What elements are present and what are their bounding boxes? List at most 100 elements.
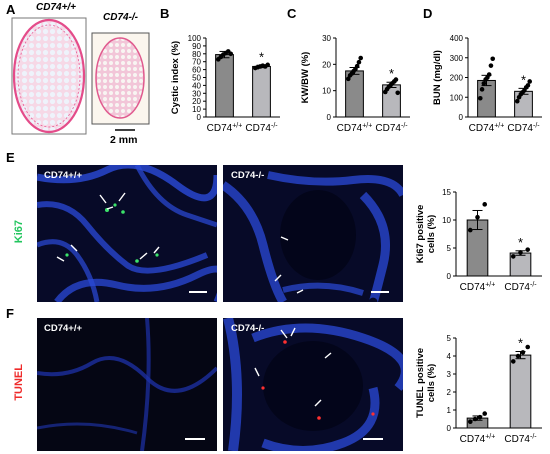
panel-letter-c: C [287, 6, 297, 21]
data-point [395, 90, 401, 96]
y-tick-label: 0 [447, 424, 452, 433]
y-tick-label: 50 [192, 74, 201, 83]
y-tick-label: 0 [327, 113, 332, 122]
significance-star: * [389, 66, 394, 81]
data-point [228, 51, 234, 57]
data-point [481, 81, 487, 86]
data-point [510, 254, 516, 259]
x-tick-label: CD74-/- [375, 123, 408, 135]
data-point [358, 55, 364, 61]
y-tick-label: 80 [192, 50, 201, 59]
scale-bar-label: 2 mm [110, 134, 138, 146]
data-point [525, 247, 531, 252]
panel-letter-a: A [6, 2, 16, 17]
x-tick-label: CD74+/+ [207, 123, 243, 135]
y-tick-label: 300 [450, 54, 464, 63]
data-point [525, 344, 531, 350]
y-tick-label: 200 [450, 74, 464, 83]
x-tick-label: CD74-/- [504, 434, 537, 446]
y-axis-title: Ki67 positivecells (%) [415, 205, 437, 264]
panel-e-label-wt: CD74+/+ [44, 170, 83, 181]
y-tick-label: 0 [447, 272, 452, 281]
tunel-stain-label: TUNEL [13, 364, 25, 401]
data-point [482, 411, 488, 416]
bun-chart: 0 100 200 300 400 BUN (mg/dl) CD74+/+ * CD74-/- [432, 34, 542, 135]
ko-kidney-section [91, 32, 150, 125]
x-tick-label: CD74+/+ [469, 123, 505, 135]
ki67-stain-label: Ki67 [13, 220, 25, 244]
data-point [490, 56, 496, 62]
x-tick-label: CD74-/- [507, 123, 540, 135]
data-point [527, 79, 533, 84]
y-tick-label: 3 [447, 370, 452, 379]
y-tick-label: 2 [447, 388, 452, 397]
data-point [482, 202, 488, 207]
x-tick-label: CD74+/+ [337, 123, 373, 135]
y-tick-label: 400 [450, 34, 464, 43]
y-tick-label: 10 [442, 216, 451, 225]
significance-star: * [259, 49, 264, 64]
y-tick-label: 40 [192, 81, 201, 90]
y-tick-label: 15 [442, 188, 451, 197]
panel-a-label-wt: CD74+/+ [36, 2, 77, 13]
y-tick-label: 30 [322, 34, 331, 43]
data-point [393, 77, 399, 82]
data-point [518, 250, 523, 255]
x-tick-label: CD74+/+ [460, 282, 496, 294]
data-point [475, 214, 480, 220]
y-tick-label: 70 [192, 58, 201, 67]
y-tick-label: 20 [192, 97, 201, 106]
significance-star: * [518, 336, 523, 351]
data-point [472, 416, 478, 422]
kidney-sections-image [11, 17, 150, 135]
y-axis-title: TUNEL positivecells (%) [415, 348, 437, 418]
panel-letter-d: D [423, 6, 433, 21]
panel-f-label-ko: CD74-/- [231, 323, 265, 334]
y-tick-label: 10 [192, 105, 201, 114]
tunel-positive-chart: 0 1 2 3 4 5 TUNEL positivecells (%) CD74+/+ * CD7… [415, 334, 542, 446]
y-tick-label: 90 [192, 42, 201, 51]
ki67-positive-chart: 0 5 10 15 Ki67 positivecells (%) CD74+/+ * CD74… [415, 188, 542, 294]
kw-bw-chart: 0 10 20 30 KW/BW (%) CD74+/+ * CD74-/- [300, 34, 410, 135]
data-point [520, 350, 526, 355]
y-axis-title: Cystic index (%) [170, 41, 181, 114]
y-tick-label: 100 [188, 34, 202, 43]
significance-star: * [521, 72, 526, 87]
data-point [477, 95, 483, 101]
data-point [467, 227, 473, 233]
data-point [486, 72, 492, 77]
data-point [467, 419, 473, 424]
y-tick-label: 0 [459, 113, 464, 122]
bar-CD74-/- [509, 354, 532, 429]
data-point [354, 63, 360, 69]
significance-star: * [518, 235, 523, 250]
y-tick-label: 60 [192, 66, 201, 75]
panel-a-label-ko: CD74-/- [103, 12, 139, 23]
y-tick-label: 1 [447, 406, 452, 415]
tunel-wt-micrograph [37, 318, 217, 451]
panel-letter-f: F [6, 306, 14, 321]
wt-kidney-section [11, 17, 87, 135]
bar-CD74-/- [252, 65, 271, 118]
data-point [479, 87, 485, 92]
data-point [477, 414, 483, 420]
panel-letter-e: E [6, 150, 15, 165]
y-tick-label: 5 [447, 244, 452, 253]
data-point [265, 62, 271, 68]
bar-CD74+/+ [215, 54, 234, 118]
ki67-wt-micrograph [37, 165, 217, 302]
y-tick-label: 100 [450, 93, 464, 102]
x-tick-label: CD74-/- [245, 123, 278, 135]
data-point [345, 76, 351, 82]
data-point [515, 353, 521, 359]
y-axis-title: BUN (mg/dl) [432, 50, 443, 105]
panel-f-label-wt: CD74+/+ [44, 323, 83, 334]
panel-e-label-ko: CD74-/- [231, 170, 265, 181]
panel-letter-b: B [160, 6, 170, 21]
x-tick-label: CD74+/+ [460, 434, 496, 446]
data-point [488, 63, 494, 68]
bar-CD74-/- [514, 90, 533, 118]
y-tick-label: 5 [447, 334, 452, 343]
